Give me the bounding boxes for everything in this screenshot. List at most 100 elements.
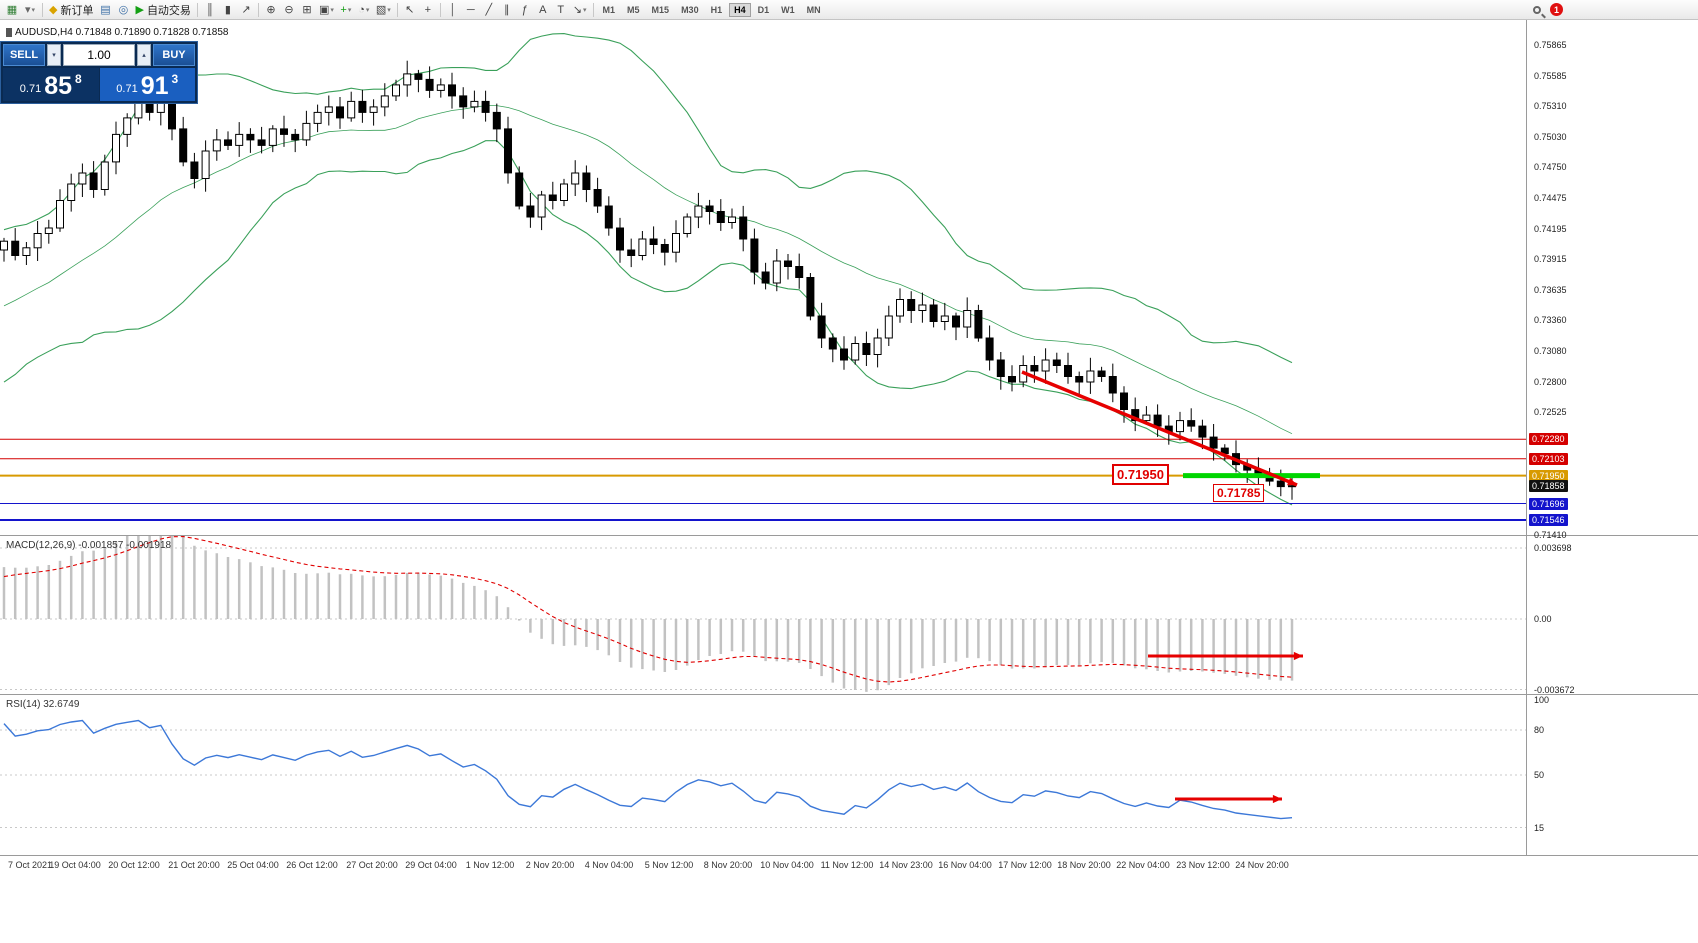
- macd-arrow-annotation[interactable]: [1148, 651, 1303, 661]
- time-axis-label: 29 Oct 04:00: [405, 860, 457, 870]
- sell-price-button[interactable]: 0.71 85 8: [3, 68, 99, 101]
- toolbar-separator: [396, 2, 398, 17]
- notification-badge[interactable]: 1: [1550, 3, 1563, 16]
- chart-list-icon[interactable]: ▾ ▾: [21, 1, 39, 18]
- volume-decrease-button[interactable]: ▾: [47, 44, 61, 66]
- price-axis-label: 0.71410: [1534, 530, 1567, 540]
- rsi-indicator-label: RSI(14) 32.6749: [6, 699, 80, 710]
- volume-increase-button[interactable]: ▴: [137, 44, 151, 66]
- market-watch-icon[interactable]: ▤: [96, 1, 114, 18]
- timeframe-m15[interactable]: M15: [647, 3, 675, 17]
- vertical-line-icon[interactable]: │: [444, 1, 462, 18]
- timeframe-w1[interactable]: W1: [776, 3, 800, 17]
- panel-separator[interactable]: [0, 694, 1698, 695]
- templates-icon[interactable]: ▧ ▾: [373, 1, 394, 18]
- timeframe-m30[interactable]: M30: [676, 3, 704, 17]
- text-icon[interactable]: A: [534, 1, 552, 18]
- timeframe-h4[interactable]: H4: [729, 2, 751, 17]
- macd-axis-label: -0.003672: [1534, 685, 1575, 695]
- sell-button[interactable]: SELL: [3, 44, 45, 66]
- navigator-icon[interactable]: ◎: [114, 1, 132, 18]
- toolbar-separator: [439, 2, 441, 17]
- price-level-chip: 0.71858: [1529, 480, 1568, 492]
- buy-price-button[interactable]: 0.71 91 3: [99, 68, 195, 101]
- buy-price-big: 91: [140, 72, 169, 100]
- cursor-icon[interactable]: ↖: [401, 1, 419, 18]
- time-axis-label: 17 Nov 12:00: [998, 860, 1052, 870]
- timeframe-group: M1 M5 M15 M30 H1 H4 D1 W1 MN: [597, 2, 827, 17]
- toolbar-separator: [257, 2, 259, 17]
- new-order-button[interactable]: ◆ 新订单: [46, 1, 96, 18]
- macd-histogram: [2, 536, 1294, 692]
- timeframe-h1[interactable]: H1: [706, 3, 728, 17]
- price-level-chip: 0.71950: [1529, 470, 1568, 482]
- panel-separator[interactable]: [0, 855, 1698, 856]
- symbol-ohlc-text: AUDUSD,H4 0.71848 0.71890 0.71828 0.7185…: [15, 27, 229, 38]
- price-axis-label: 0.75310: [1534, 101, 1567, 111]
- volume-input[interactable]: [63, 44, 135, 66]
- price-annotation-71950[interactable]: 0.71950: [1112, 464, 1169, 485]
- channel-icon[interactable]: ∥: [498, 1, 516, 18]
- trendline-icon[interactable]: ╱: [480, 1, 498, 18]
- arrows-icon[interactable]: ↘ ▾: [570, 1, 590, 18]
- rsi-arrow-annotation[interactable]: [1175, 794, 1282, 804]
- buy-button[interactable]: BUY: [153, 44, 195, 66]
- bar-chart-type-icon[interactable]: ║: [201, 1, 219, 18]
- autotrade-button[interactable]: ▶ 自动交易: [132, 1, 193, 18]
- periods-icon[interactable]: ◔ ▾: [355, 1, 373, 18]
- horizontal-line-icon[interactable]: ─: [462, 1, 480, 18]
- time-axis-label: 20 Oct 12:00: [108, 860, 160, 870]
- macd-signal-line: [3, 536, 1293, 683]
- macd-panel[interactable]: MACD(12,26,9) -0.001857 -0.001918: [0, 536, 1526, 694]
- time-axis-label: 23 Nov 12:00: [1176, 860, 1230, 870]
- macd-axis-label: 0.003698: [1534, 543, 1572, 553]
- indicators-icon[interactable]: + ▾: [337, 1, 355, 18]
- text-label-icon[interactable]: T: [552, 1, 570, 18]
- tile-windows-icon[interactable]: ⊞: [298, 1, 316, 18]
- zoom-out-icon[interactable]: ⊖: [280, 1, 298, 18]
- timeframe-mn[interactable]: MN: [802, 3, 826, 17]
- crosshair-icon[interactable]: +: [419, 1, 437, 18]
- toolbar-separator: [42, 2, 43, 17]
- rsi-canvas[interactable]: [0, 695, 1526, 855]
- timeframe-m5[interactable]: M5: [622, 3, 645, 17]
- chart-symbol-icon: [6, 28, 12, 37]
- rsi-axis-label: 15: [1534, 823, 1545, 833]
- time-axis-label: 19 Oct 04:00: [49, 860, 101, 870]
- zoom-in-icon[interactable]: ⊕: [262, 1, 280, 18]
- time-axis-label: 5 Nov 12:00: [644, 860, 694, 870]
- search-icon[interactable]: [1528, 1, 1546, 18]
- trend-arrow[interactable]: [1021, 370, 1298, 487]
- chart-ohlc-info: AUDUSD,H4 0.71848 0.71890 0.71828 0.7185…: [6, 27, 229, 38]
- time-axis[interactable]: 7 Oct 2021 19 Oct 04:00 20 Oct 12:00 21 Oct…: [0, 856, 1698, 876]
- price-axis-label: 0.73635: [1534, 285, 1567, 295]
- toolbar-separator: [196, 2, 198, 17]
- time-axis-label: 21 Oct 20:00: [168, 860, 220, 870]
- time-axis-label: 1 Nov 12:00: [465, 860, 515, 870]
- main-chart-panel[interactable]: AUDUSD,H4 0.71848 0.71890 0.71828 0.7185…: [0, 20, 1526, 535]
- line-chart-type-icon[interactable]: ↗: [237, 1, 255, 18]
- new-chart-icon[interactable]: ▦: [3, 1, 21, 18]
- timeframe-m1[interactable]: M1: [598, 3, 621, 17]
- price-annotation-71785[interactable]: 0.71785: [1213, 484, 1265, 502]
- arrange-windows-icon[interactable]: ▣ ▾: [316, 1, 337, 18]
- time-axis-label: 8 Nov 20:00: [703, 860, 753, 870]
- price-chart-canvas[interactable]: [0, 20, 1526, 535]
- macd-canvas[interactable]: [0, 536, 1526, 694]
- sell-price-prefix: 0.71: [19, 83, 42, 95]
- price-level-chip: 0.71546: [1529, 514, 1568, 526]
- price-axis[interactable]: 0.75865 0.75585 0.75310 0.75030 0.74750 0.744…: [1526, 20, 1698, 856]
- one-click-trading-panel: SELL ▾ ▴ BUY 0.71 85 8 0.71 91 3: [0, 41, 198, 104]
- time-axis-label: 25 Oct 04:00: [227, 860, 279, 870]
- rsi-panel[interactable]: RSI(14) 32.6749: [0, 695, 1526, 855]
- toolbar-separator: [592, 2, 594, 17]
- candlestick-type-icon[interactable]: ▮: [219, 1, 237, 18]
- timeframe-d1[interactable]: D1: [753, 3, 775, 17]
- fibonacci-icon[interactable]: ƒ: [516, 1, 534, 18]
- sell-price-big: 85: [44, 72, 73, 100]
- time-axis-label: 18 Nov 20:00: [1057, 860, 1111, 870]
- time-axis-label: 11 Nov 12:00: [820, 860, 874, 870]
- horizontal-level-lines[interactable]: [0, 438, 1526, 521]
- panel-separator[interactable]: [0, 535, 1698, 536]
